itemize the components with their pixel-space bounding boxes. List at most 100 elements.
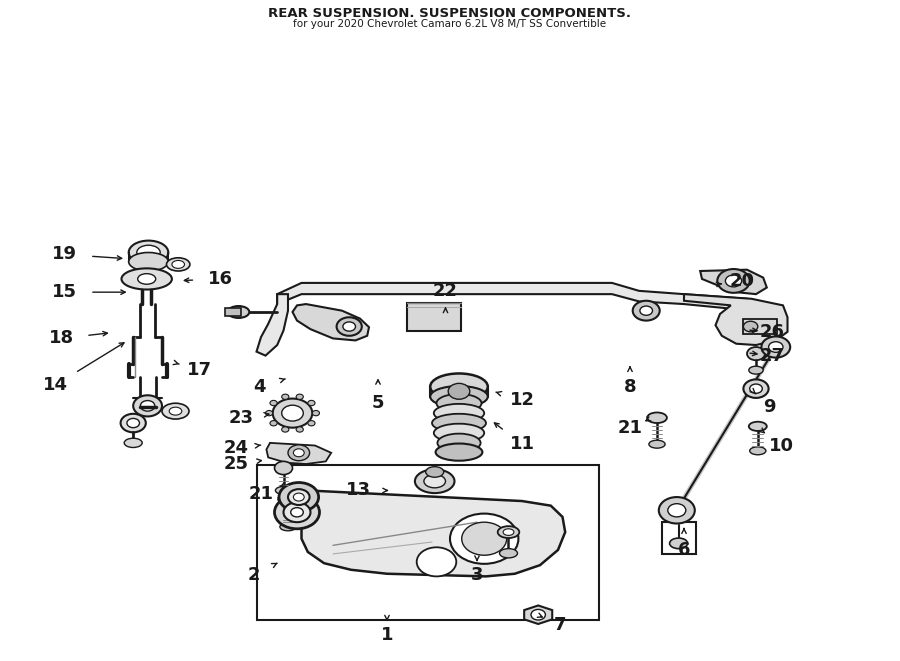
Ellipse shape [122,268,172,290]
Circle shape [531,609,545,620]
Circle shape [296,394,303,399]
Text: 9: 9 [763,397,776,416]
Text: 22: 22 [433,282,458,300]
Circle shape [293,493,304,501]
Ellipse shape [432,414,486,432]
Polygon shape [524,605,553,624]
Ellipse shape [278,494,298,504]
Circle shape [291,508,303,517]
Ellipse shape [750,447,766,455]
Circle shape [761,336,790,358]
Circle shape [282,427,289,432]
Bar [407,303,461,330]
Text: 2: 2 [248,566,260,584]
Polygon shape [684,294,788,345]
Ellipse shape [166,258,190,271]
Ellipse shape [436,444,482,461]
Text: 26: 26 [760,323,785,341]
Ellipse shape [749,366,763,374]
Circle shape [417,547,456,576]
Text: 8: 8 [624,377,636,396]
Ellipse shape [434,424,484,442]
Circle shape [750,384,762,393]
Circle shape [308,401,315,406]
Bar [256,465,598,620]
Ellipse shape [430,386,488,407]
Bar [225,308,241,316]
Circle shape [343,322,356,331]
Circle shape [448,383,470,399]
Text: 13: 13 [346,481,371,500]
Text: 3: 3 [471,566,483,584]
Circle shape [312,410,319,416]
Ellipse shape [426,467,444,477]
Ellipse shape [169,407,182,415]
Text: 21: 21 [617,419,643,438]
Circle shape [274,496,320,529]
Circle shape [462,522,507,555]
Ellipse shape [280,523,296,531]
Ellipse shape [503,529,514,535]
Ellipse shape [498,526,519,538]
Ellipse shape [124,438,142,447]
Text: 15: 15 [52,283,77,301]
Circle shape [270,401,277,406]
Ellipse shape [670,538,688,549]
Circle shape [273,399,312,428]
Text: 20: 20 [730,272,755,290]
Ellipse shape [275,486,292,494]
Text: for your 2020 Chevrolet Camaro 6.2L V8 M/T SS Convertible: for your 2020 Chevrolet Camaro 6.2L V8 M… [293,19,607,28]
Text: 25: 25 [223,455,248,473]
Circle shape [127,418,140,428]
Circle shape [450,514,518,564]
Circle shape [266,410,273,416]
Text: 7: 7 [554,615,566,634]
Polygon shape [302,490,565,576]
Circle shape [274,461,292,475]
Ellipse shape [228,306,249,318]
Circle shape [747,347,765,360]
Ellipse shape [436,394,482,412]
Circle shape [293,449,304,457]
Ellipse shape [424,475,446,488]
Circle shape [270,420,277,426]
Circle shape [640,306,652,315]
Ellipse shape [137,245,160,260]
Text: 21: 21 [248,485,274,504]
Bar [662,522,696,554]
Circle shape [282,405,303,421]
Bar [742,319,777,334]
Text: 24: 24 [223,439,248,457]
Text: 18: 18 [49,329,74,348]
Polygon shape [292,304,369,340]
Text: 14: 14 [43,375,68,394]
Polygon shape [277,283,751,311]
Circle shape [769,342,783,352]
Circle shape [743,321,758,332]
Text: REAR SUSPENSION. SUSPENSION COMPONENTS.: REAR SUSPENSION. SUSPENSION COMPONENTS. [268,7,632,20]
Text: 23: 23 [229,408,254,427]
Polygon shape [256,294,288,356]
Text: 27: 27 [760,346,785,365]
Text: 11: 11 [509,435,535,453]
Circle shape [288,489,310,505]
Ellipse shape [749,422,767,431]
Ellipse shape [649,440,665,448]
Circle shape [743,379,769,398]
Ellipse shape [138,274,156,284]
Ellipse shape [500,549,518,558]
Polygon shape [266,443,331,464]
Text: 17: 17 [187,361,212,379]
Circle shape [279,483,319,512]
Ellipse shape [172,260,184,268]
Text: 19: 19 [52,245,77,264]
Ellipse shape [415,469,454,493]
Circle shape [140,401,155,411]
Ellipse shape [434,404,484,422]
Text: 12: 12 [509,391,535,409]
Text: 5: 5 [372,394,384,412]
Circle shape [717,269,750,293]
Text: 6: 6 [678,541,690,559]
Text: 16: 16 [208,270,233,288]
Ellipse shape [437,434,481,452]
